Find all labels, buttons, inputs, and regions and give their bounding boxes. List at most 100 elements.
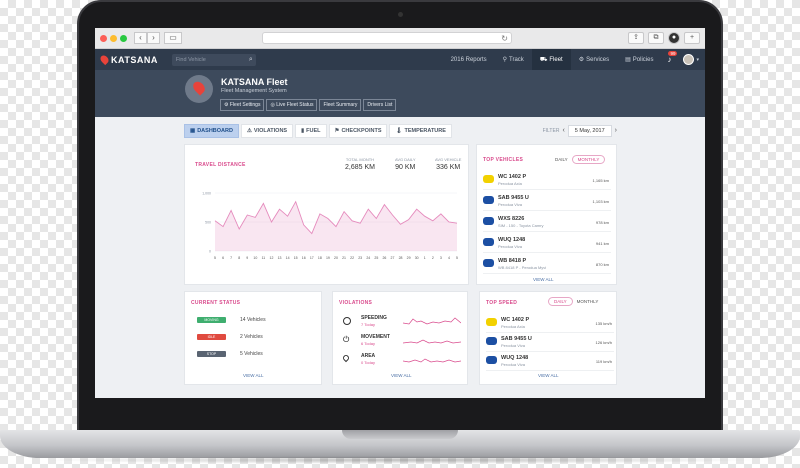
nav-item-policies[interactable]: ▤ Policies (617, 49, 661, 70)
close-window-icon[interactable] (100, 34, 107, 42)
prev-date-icon[interactable]: ‹ (562, 127, 565, 134)
violation-movement[interactable]: ⏻ MOVEMENT 6 Today (343, 334, 463, 351)
date-picker[interactable]: 5 May, 2017 (567, 124, 612, 137)
nav-item-fleet[interactable]: ⛟ Fleet (531, 49, 571, 70)
toggle-daily[interactable]: DAILY (555, 157, 568, 162)
tab-live-fleet-status[interactable]: ◎ Live Fleet Status (266, 99, 318, 111)
x-tick-label: 29 (407, 256, 411, 260)
tab-violations[interactable]: ⚠ VIOLATIONS (240, 123, 294, 138)
browser-toolbar: ‹ › ▭ ↻ ⇪ ⧉ ● + (95, 28, 705, 49)
toggle-daily[interactable]: DAILY (548, 297, 573, 306)
status-count: 5 Vehicles (240, 351, 263, 357)
share-icon[interactable]: ⇪ (628, 32, 644, 44)
vehicle-row[interactable]: WUQ 1248 Perodua Viva 941 km (483, 234, 611, 253)
card-title: CURRENT STATUS (191, 300, 241, 306)
location-icon (341, 353, 351, 363)
toggle-monthly[interactable]: MONTHLY (576, 299, 599, 304)
vehicle-row[interactable]: WC 1402 P Perodua Axia 135 km/h (486, 314, 614, 333)
x-tick-label: 24 (366, 256, 370, 260)
view-all-link[interactable]: VIEW ALL (538, 373, 559, 378)
tab-label: VIOLATIONS (253, 127, 288, 134)
tab-temperature[interactable]: 🌡︎ TEMPERATURE (389, 123, 452, 138)
extension-icon[interactable]: ● (668, 32, 680, 44)
x-tick-label: 16 (302, 256, 306, 260)
nav-item-track[interactable]: ⚲ Track (495, 49, 532, 70)
vehicle-search-input[interactable]: Find Vehicle ⌕ (171, 53, 256, 66)
url-bar[interactable]: ↻ (262, 32, 512, 44)
vehicle-row[interactable]: WXS 8226 SIM - 150 - Toyota Camry 978 km (483, 213, 611, 232)
vehicle-metric: 870 km (595, 262, 609, 267)
period-toggle: DAILY MONTHLY (548, 297, 598, 306)
minimize-window-icon[interactable] (110, 34, 117, 42)
back-icon[interactable]: ‹ (134, 32, 147, 44)
violation-name: AREA (361, 353, 376, 359)
x-tick-label: 1 (424, 256, 426, 260)
nav-item-label: Track (509, 56, 524, 63)
travel-distance-card: TRAVEL DISTANCE TOTAL MONTH 2,685 KM AVG… (184, 144, 469, 285)
status-badge: STOP (197, 351, 226, 357)
x-tick-label: 3 (440, 256, 442, 260)
car-icon: ⛟ (539, 56, 548, 63)
x-tick-label: 11 (262, 256, 266, 260)
status-badge: MOVING (197, 317, 226, 323)
brand-logo-icon (486, 337, 497, 345)
next-date-icon[interactable]: › (614, 127, 617, 134)
x-tick-label: 30 (415, 256, 419, 260)
brand-logo-icon (483, 259, 494, 267)
fuel-icon: ▮ (301, 127, 305, 134)
top-speed-card: TOP SPEED DAILY MONTHLY WC 1402 P Perodua… (479, 291, 617, 385)
x-tick-label: 9 (246, 256, 248, 260)
fleet-title: KATSANA Fleet (221, 77, 288, 87)
y-tick-label: 1,000 (202, 192, 211, 196)
reload-icon[interactable]: ↻ (501, 34, 508, 43)
tab-drivers-list[interactable]: Drivers List (363, 99, 397, 111)
chevron-down-icon[interactable]: ▾ (696, 56, 699, 63)
vehicle-metric: 135 km/h (595, 321, 612, 326)
vehicle-plate: WB 8418 P (498, 258, 527, 264)
vehicle-plate: WC 1402 P (501, 317, 530, 323)
vehicle-row[interactable]: SAB 9455 U Perodua Viva 126 km/h (486, 333, 614, 352)
y-tick-label: 500 (205, 221, 211, 225)
vehicle-row[interactable]: WC 1402 P Perodua Axia 1,165 km (483, 171, 611, 190)
new-tab-icon[interactable]: + (684, 32, 700, 44)
nav-item-reports[interactable]: 2016 Reports (443, 49, 495, 70)
maximize-window-icon[interactable] (120, 34, 127, 42)
current-status-card: CURRENT STATUS MOVING 14 Vehicles IDLE 2… (184, 291, 322, 385)
y-tick-label: 0 (209, 250, 211, 254)
notifications-button[interactable]: ♪ 99 (661, 51, 678, 64)
tab-fleet-settings[interactable]: ⚙ Fleet Settings (220, 99, 265, 111)
vehicle-metric: 941 km (595, 241, 609, 246)
view-all-link[interactable]: VIEW ALL (391, 373, 412, 378)
forward-icon[interactable]: › (147, 32, 160, 44)
violation-area[interactable]: AREA 0 Today (341, 353, 463, 370)
view-all-link[interactable]: VIEW ALL (243, 373, 264, 378)
user-avatar[interactable] (683, 54, 695, 65)
sidebar-icon[interactable]: ▭ (164, 32, 182, 44)
grid-icon: ▦ (190, 127, 196, 134)
flag-icon: ⚑ (334, 127, 340, 134)
tab-checkpoints[interactable]: ⚑ CHECKPOINTS (328, 123, 388, 138)
search-icon[interactable]: ⌕ (248, 55, 253, 63)
status-row-stop: STOP 5 Vehicles (197, 351, 263, 357)
x-tick-label: 7 (230, 256, 232, 260)
toggle-monthly[interactable]: MONTHLY (571, 155, 606, 164)
tab-fleet-summary[interactable]: Fleet Summary (319, 99, 362, 111)
nav-item-services[interactable]: ⚙ Services (571, 49, 617, 70)
tabs-icon[interactable]: ⧉ (648, 32, 664, 44)
violation-speeding[interactable]: SPEEDING 7 Today (343, 315, 463, 332)
view-all-link[interactable]: VIEW ALL (533, 277, 554, 282)
nav-item-label: 2016 Reports (450, 56, 487, 63)
pin-icon: ⚲ (502, 57, 508, 63)
thermometer-icon: 🌡︎ (395, 127, 403, 134)
katsana-logo[interactable]: KATSANA (98, 53, 158, 66)
nav-item-label: Fleet (549, 56, 563, 63)
logo-pin-icon (98, 53, 111, 66)
vehicle-row[interactable]: WB 8418 P WB 8418 P - Perodua Myvi 870 km (483, 255, 611, 274)
violation-count: 6 Today (361, 341, 375, 346)
tab-fuel[interactable]: ▮ FUEL (295, 123, 327, 138)
document-icon: ▤ (625, 57, 631, 63)
vehicle-row[interactable]: WUQ 1248 Perodua Viva 119 km/h (486, 352, 614, 371)
tab-dashboard[interactable]: ▦ DASHBOARD (184, 123, 239, 138)
nav-item-label: Services (586, 56, 610, 63)
vehicle-row[interactable]: SAB 9455 U Perodua Viva 1,103 km (483, 192, 611, 211)
